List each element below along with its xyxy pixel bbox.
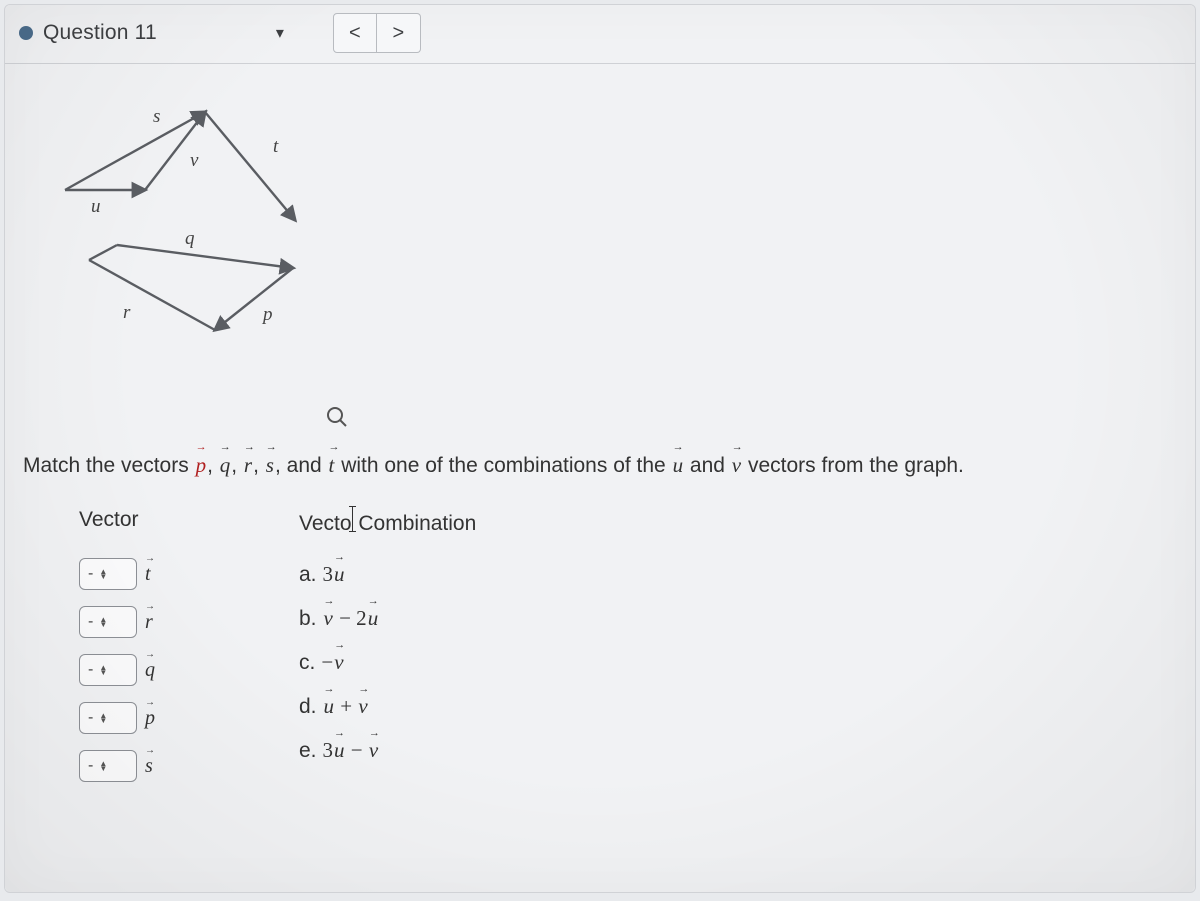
combination-row: b. v − 2u	[299, 606, 476, 631]
diagram-label-q: q	[185, 228, 195, 250]
vector-p	[215, 268, 293, 330]
stepper-icon: ▲▼	[99, 569, 107, 579]
answer-select-value: -	[88, 757, 93, 775]
vector-rb	[89, 245, 117, 260]
chevron-right-icon: >	[393, 22, 405, 45]
answer-select[interactable]: -▲▼	[79, 750, 137, 782]
stepper-icon: ▲▼	[99, 713, 107, 723]
combination-row: c. −v	[299, 650, 476, 675]
combination-row: a. 3u	[299, 562, 476, 587]
vec-p: p	[195, 450, 208, 482]
answer-select-value: -	[88, 565, 93, 583]
vector-select-row: -▲▼ q	[79, 654, 219, 686]
vector-select-row: -▲▼ p	[79, 702, 219, 734]
stepper-icon: ▲▼	[99, 665, 107, 675]
combination-row: e. 3u − v	[299, 738, 476, 763]
vec-v: v	[731, 450, 742, 482]
vector-select-row: -▲▼ r	[79, 606, 219, 638]
vector-s	[97, 112, 205, 172]
vector-q	[117, 245, 293, 268]
question-nav: < >	[333, 13, 421, 53]
diagram-label-t: t	[273, 136, 278, 158]
combination-letter: d.	[299, 695, 317, 718]
prompt-text: Match the vectors	[23, 454, 195, 477]
diagram-label-s: s	[153, 106, 160, 128]
combination-column: Vecto Combination a. 3u b. v − 2u c. −vd. u + …	[299, 508, 476, 798]
combination-row: d. u + v	[299, 694, 476, 719]
vec-r: r	[243, 450, 253, 482]
combination-expression: u + v	[323, 694, 369, 718]
answer-select[interactable]: -▲▼	[79, 606, 137, 638]
question-dropdown-button[interactable]: ▾	[267, 19, 293, 47]
combination-letter: a.	[299, 563, 317, 586]
vector-column-head: Vector	[79, 508, 219, 532]
diagram-label-u: u	[91, 196, 101, 218]
diagram-label-v: v	[190, 150, 198, 172]
diagram-label-p: p	[263, 304, 273, 326]
combination-expression: 3u	[323, 562, 346, 586]
vector-row-label: q	[145, 657, 155, 682]
answer-select-value: -	[88, 613, 93, 631]
vector-select-row: -▲▼ s	[79, 750, 219, 782]
vector-select-row: -▲▼ t	[79, 558, 219, 590]
vector-svg	[45, 100, 385, 360]
combination-letter: e.	[299, 739, 317, 762]
dropdown-caret-icon: ▾	[276, 23, 284, 43]
matching-columns: Vector -▲▼t-▲▼r-▲▼q-▲▼p-▲▼s Vecto Combin…	[79, 508, 1181, 798]
vector-row-label: s	[145, 753, 153, 778]
vector-row-label: p	[145, 705, 155, 730]
combination-expression: v − 2u	[323, 606, 380, 630]
vector-diagram: s v u t q r p	[45, 100, 385, 380]
question-card: Question 11 ▾ < > svutqrp	[4, 4, 1196, 893]
question-prompt: Match the vectors p, q, r, s, and t with…	[23, 450, 1177, 482]
answer-select-value: -	[88, 661, 93, 679]
status-dot-icon	[19, 26, 33, 40]
vector-t	[205, 112, 295, 220]
question-header: Question 11 ▾ < >	[5, 5, 1195, 64]
prev-question-button[interactable]: <	[333, 13, 377, 53]
vector-ub	[65, 172, 97, 190]
answer-select[interactable]: -▲▼	[79, 702, 137, 734]
vector-column: Vector -▲▼t-▲▼r-▲▼q-▲▼p-▲▼s	[79, 508, 219, 798]
combination-expression: 3u − v	[323, 738, 380, 762]
answer-select-value: -	[88, 709, 93, 727]
zoom-icon[interactable]	[325, 405, 349, 434]
vec-q: q	[219, 450, 232, 482]
stepper-icon: ▲▼	[99, 761, 107, 771]
combination-expression: −v	[321, 650, 344, 674]
chevron-left-icon: <	[349, 22, 361, 45]
vec-t: t	[328, 450, 336, 482]
vector-row-label: r	[145, 609, 153, 634]
stepper-icon: ▲▼	[99, 617, 107, 627]
question-content: svutqrp Match the vectors p, q, r, s, an…	[5, 64, 1195, 798]
diagram-label-r: r	[123, 302, 130, 324]
combination-letter: b.	[299, 607, 317, 630]
vec-u: u	[672, 450, 685, 482]
answer-select[interactable]: -▲▼	[79, 654, 137, 686]
vec-s: s	[265, 450, 275, 482]
vector-r	[89, 260, 215, 330]
combination-column-head: Vecto Combination	[299, 508, 476, 536]
text-cursor-icon	[352, 508, 353, 530]
combination-letter: c.	[299, 651, 315, 674]
answer-select[interactable]: -▲▼	[79, 558, 137, 590]
question-title: Question 11	[43, 21, 157, 45]
vector-row-label: t	[145, 561, 151, 586]
next-question-button[interactable]: >	[377, 13, 421, 53]
